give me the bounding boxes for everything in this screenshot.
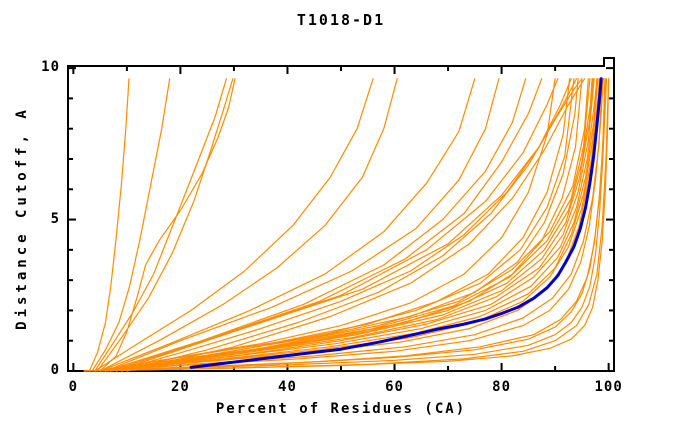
model-curve-25 [99, 78, 599, 372]
model-curve-4 [96, 78, 234, 372]
model-curve-23 [94, 78, 601, 372]
y-tick-label: 5 [50, 210, 60, 227]
x-tick-label: 40 [278, 379, 297, 395]
x-tick-label: 80 [492, 379, 512, 395]
model-curve-20 [88, 78, 604, 372]
y-tick-label: 10 [41, 59, 60, 76]
y-tick-label: 0 [50, 362, 60, 378]
model-curve-14 [115, 78, 578, 372]
model-curve-10 [104, 78, 527, 372]
model-curve-36 [94, 78, 556, 372]
model-curve-38 [83, 78, 610, 372]
x-tick-label: 0 [68, 379, 79, 395]
model-curve-21 [88, 78, 603, 372]
model-curve-35 [94, 78, 571, 372]
chart-title: T1018-D1 [296, 11, 386, 29]
x-tick-label: 100 [594, 379, 623, 395]
x-axis-label: Percent of Residues (CA) [215, 401, 467, 417]
model-curve-1 [88, 78, 130, 372]
highlight-curve [189, 77, 603, 369]
model-curve-30 [104, 78, 591, 372]
model-curve-24 [94, 78, 599, 372]
model-curve-32 [99, 78, 583, 372]
x-tick-label: 60 [385, 379, 404, 395]
model-curve-17 [83, 78, 608, 372]
model-curve-16 [126, 78, 586, 372]
model-curve-27 [99, 78, 595, 372]
model-curve-28 [104, 78, 594, 372]
model-curve-33 [99, 78, 579, 372]
model-curve-5 [99, 78, 236, 372]
model-curve-7 [99, 78, 398, 372]
model-curve-11 [110, 78, 543, 372]
model-curve-15 [120, 78, 583, 372]
model-curve-3 [94, 78, 227, 372]
model-curve-34 [104, 78, 575, 372]
x-tick-label: 20 [170, 379, 190, 395]
model-curve-2 [91, 78, 171, 372]
model-curve-31 [110, 78, 589, 372]
model-curve-8 [99, 78, 476, 372]
model-curve-19 [88, 78, 606, 372]
model-curve-6 [94, 78, 374, 372]
model-curve-13 [115, 78, 572, 372]
model-curve-26 [99, 78, 598, 372]
model-curve-9 [104, 78, 500, 372]
